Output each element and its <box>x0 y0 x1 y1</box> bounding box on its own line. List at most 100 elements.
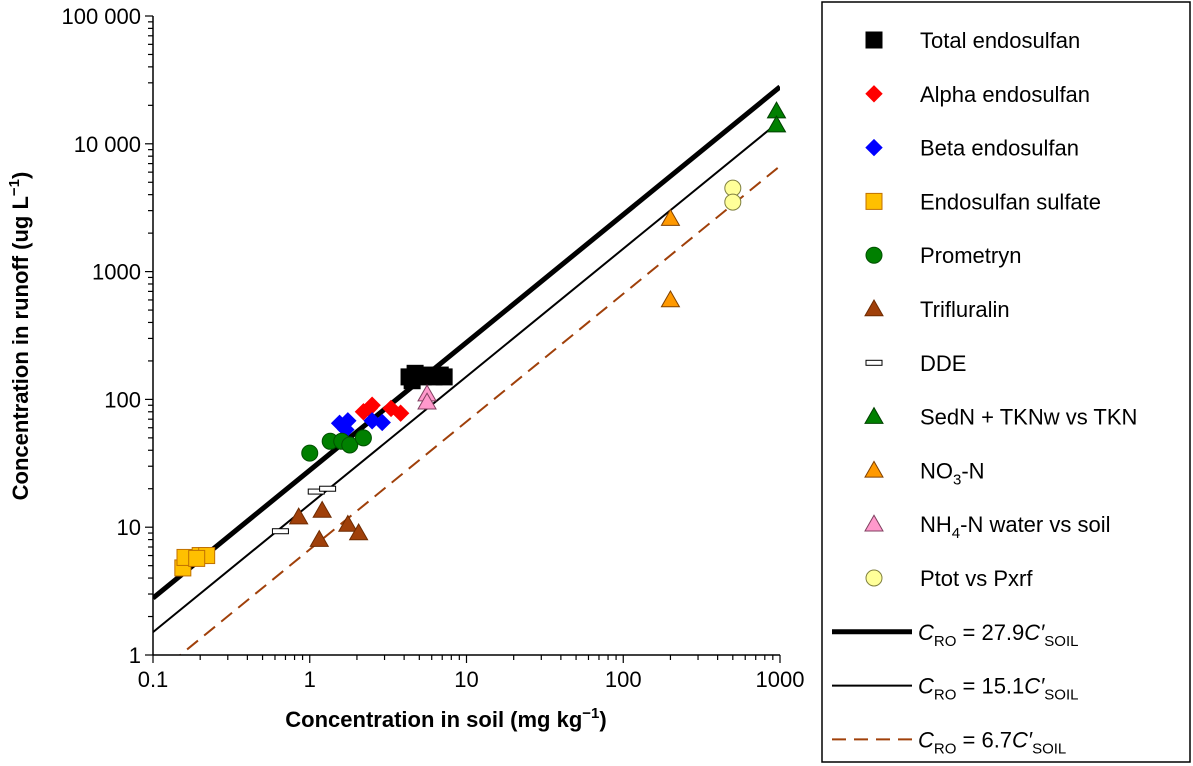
legend-marker <box>865 31 883 49</box>
legend-label: NH4-N water vs soil <box>920 512 1110 542</box>
legend-label: SedN + TKNw vs TKN <box>920 405 1137 430</box>
eq-sub-soil: SOIL <box>1044 687 1078 704</box>
data-point-series-5 <box>348 523 369 541</box>
legend-equation: CRO = 15.1C′SOIL <box>918 674 1078 704</box>
x-axis-label-sup: −1 <box>582 705 599 722</box>
axes <box>145 15 781 663</box>
legend-label: Prometryn <box>920 243 1021 268</box>
legend-label-main: DDE <box>920 351 966 376</box>
data-point-series-6 <box>271 528 289 535</box>
eq-sub: RO <box>934 740 957 757</box>
legend-label-main: Trifluralin <box>920 297 1010 322</box>
legend-label-main: NO <box>920 458 953 483</box>
data-point-series-5 <box>312 500 333 518</box>
eq-c: C <box>918 620 934 645</box>
legend-marker <box>864 460 884 478</box>
data-point-series-0 <box>435 368 453 386</box>
x-tick-label: 1 <box>304 667 316 692</box>
eq-mid: = 27.9 <box>956 620 1024 645</box>
eq-c-prime: C′ <box>1024 674 1045 699</box>
eq-sub-soil: SOIL <box>1044 633 1078 650</box>
legend-label-main: Alpha endosulfan <box>920 82 1090 107</box>
data-point-series-10 <box>724 193 742 211</box>
legend-equation: CRO = 27.9C′SOIL <box>918 620 1078 650</box>
data-point-series-8 <box>660 289 681 308</box>
legend-marker <box>864 406 884 424</box>
y-tick-label: 100 <box>104 387 141 412</box>
legend-label-sub: 3 <box>953 471 961 488</box>
legend-label: NO3-N <box>920 458 985 488</box>
data-point-series-1 <box>391 404 410 422</box>
legend: Total endosulfan Alpha endosulfan Beta end… <box>821 1 1191 763</box>
legend-marker <box>865 359 883 366</box>
data-point-series-5 <box>309 529 330 547</box>
legend-label-main: Prometryn <box>920 243 1021 268</box>
data-point-series-4 <box>354 429 372 447</box>
eq-c: C <box>918 674 934 699</box>
x-tick-label: 1000 <box>756 667 805 692</box>
legend-label-end: -N water vs soil <box>960 512 1110 537</box>
data-point-series-8 <box>660 208 681 226</box>
eq-c-prime: C′ <box>1012 727 1033 752</box>
data-point-series-4 <box>301 444 319 462</box>
x-axis-label-end: ) <box>599 707 606 732</box>
legend-label: Endosulfan sulfate <box>920 189 1101 214</box>
data-point-series-7 <box>766 115 787 133</box>
y-axis-label-main: Concentration in runoff (ug L <box>8 196 33 500</box>
legend-marker <box>865 85 883 103</box>
y-axis-label-end: ) <box>8 172 33 179</box>
eq-sub-soil: SOIL <box>1032 740 1066 757</box>
legend-label-main: Ptot vs Pxrf <box>920 566 1033 591</box>
y-tick-label: 1 <box>129 643 141 668</box>
legend-marker <box>864 298 884 317</box>
x-tick-label: 0.1 <box>138 667 169 692</box>
data-point-series-4 <box>341 436 359 454</box>
legend-label: Alpha endosulfan <box>920 82 1090 107</box>
fit-line-thick <box>153 84 780 600</box>
fit-line-thin <box>153 120 780 633</box>
x-tick-label: 10 <box>454 667 478 692</box>
eq-mid: = 6.7 <box>956 727 1012 752</box>
eq-sub: RO <box>934 633 957 650</box>
legend-frame <box>821 1 1191 763</box>
y-tick-label: 10 <box>117 515 141 540</box>
x-axis-label-main: Concentration in soil (mg kg <box>285 707 582 732</box>
legend-label: Ptot vs Pxrf <box>920 566 1033 591</box>
legend-marker <box>865 192 883 210</box>
legend-label: Total endosulfan <box>920 28 1080 53</box>
x-tick-label: 100 <box>605 667 642 692</box>
legend-label-main: Endosulfan sulfate <box>920 189 1101 214</box>
y-tick-label: 1000 <box>92 260 141 285</box>
legend-equation: CRO = 6.7C′SOIL <box>918 727 1066 757</box>
legend-label: DDE <box>920 351 966 376</box>
legend-marker <box>865 138 883 157</box>
data-point-series-6 <box>319 485 337 492</box>
legend-label-end: -N <box>961 458 984 483</box>
legend-label-main: Total endosulfan <box>920 28 1080 53</box>
y-axis-label: Concentration in runoff (ug L−1) <box>6 172 33 501</box>
y-tick-label: 10 000 <box>74 132 141 157</box>
legend-label: Beta endosulfan <box>920 136 1079 161</box>
data-point-series-9 <box>417 392 437 410</box>
eq-c-prime: C′ <box>1024 620 1045 645</box>
eq-c: C <box>918 727 934 752</box>
data-point-series-5 <box>337 514 358 532</box>
legend-marker <box>864 514 884 532</box>
data-point-series-2 <box>373 413 391 432</box>
legend-label: Trifluralin <box>920 297 1010 322</box>
legend-label-sub: 4 <box>952 525 960 542</box>
data-points <box>174 101 787 577</box>
fit-lines <box>153 84 780 655</box>
data-point-series-5 <box>288 507 309 525</box>
data-point-series-0 <box>403 372 421 390</box>
legend-label-main: Beta endosulfan <box>920 136 1079 161</box>
eq-sub: RO <box>934 687 957 704</box>
data-point-series-3 <box>188 549 206 567</box>
x-axis-label: Concentration in soil (mg kg−1) <box>285 705 606 732</box>
legend-label-main: NH <box>920 512 952 537</box>
legend-marker <box>865 246 883 264</box>
eq-mid: = 15.1 <box>956 674 1024 699</box>
fit-line-dashed <box>178 165 780 655</box>
